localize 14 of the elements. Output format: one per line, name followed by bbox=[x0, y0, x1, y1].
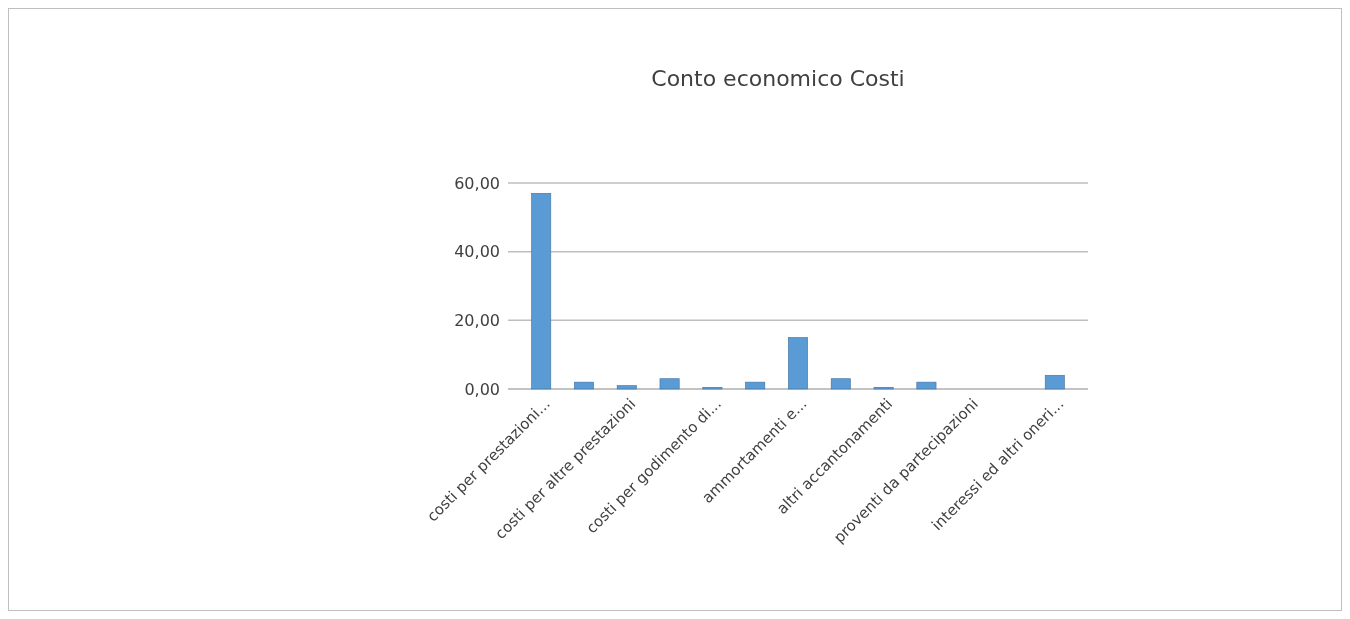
bar bbox=[531, 193, 552, 390]
bar bbox=[830, 378, 851, 390]
bar bbox=[574, 381, 594, 390]
bar bbox=[916, 381, 937, 390]
y-tick-label: 0,00 bbox=[464, 379, 500, 399]
bar bbox=[745, 381, 766, 390]
bar bbox=[616, 385, 637, 390]
bar bbox=[659, 378, 680, 390]
y-tick-label: 40,00 bbox=[454, 242, 500, 262]
chart-title: Conto economico Costi bbox=[651, 66, 905, 91]
y-tick-label: 60,00 bbox=[454, 173, 500, 193]
y-tick-label: 20,00 bbox=[454, 310, 500, 330]
bar bbox=[788, 337, 808, 390]
bar bbox=[1044, 374, 1065, 390]
